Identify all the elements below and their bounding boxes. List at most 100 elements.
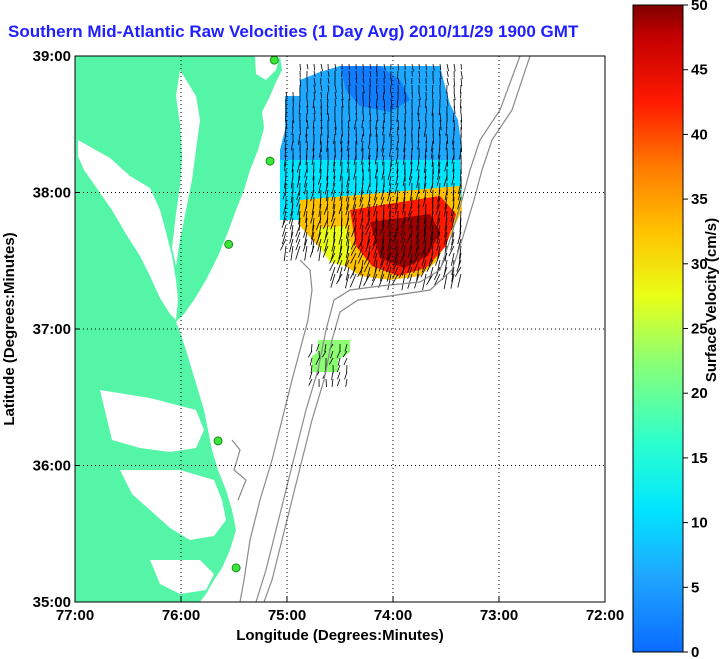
velocity-arrow xyxy=(345,245,350,259)
velocity-arrow xyxy=(318,224,322,239)
velocity-arrow xyxy=(297,133,301,145)
velocity-arrow xyxy=(291,119,294,128)
velocity-arrow xyxy=(428,238,434,253)
velocity-arrow xyxy=(374,168,378,179)
velocity-arrow xyxy=(437,161,441,174)
velocity-arrow xyxy=(324,182,329,195)
velocity-arrow xyxy=(313,63,316,71)
velocity-arrow xyxy=(444,217,448,231)
velocity-arrow xyxy=(431,91,434,99)
velocity-arrow xyxy=(366,266,371,281)
velocity-arrow xyxy=(289,238,294,253)
velocity-arrow xyxy=(379,224,385,235)
velocity-arrow xyxy=(443,175,448,187)
velocity-arrow xyxy=(320,112,323,122)
velocity-arrow xyxy=(295,224,301,237)
station-markers xyxy=(213,55,279,573)
velocity-arrow xyxy=(452,182,455,196)
velocity-arrow xyxy=(296,189,301,201)
velocity-field xyxy=(280,63,463,388)
y-tick-label: 36:00 xyxy=(33,458,71,475)
velocity-arrow xyxy=(348,77,351,86)
velocity-arrow xyxy=(310,364,313,373)
velocity-arrow xyxy=(424,189,427,201)
velocity-arrow xyxy=(305,126,308,138)
velocity-arrow xyxy=(311,203,315,216)
velocity-arrow xyxy=(446,77,449,86)
velocity-arrow xyxy=(362,77,365,84)
velocity-arrow xyxy=(326,210,329,225)
velocity-arrow xyxy=(387,168,392,181)
velocity-arrow xyxy=(340,196,343,211)
velocity-arrow xyxy=(310,231,315,245)
velocity-arrow xyxy=(387,238,392,251)
velocity-arrow xyxy=(305,210,308,223)
velocity-arrow xyxy=(319,161,322,173)
velocity-arrow xyxy=(446,70,449,77)
station-marker xyxy=(224,239,234,249)
velocity-arrow xyxy=(345,217,350,229)
velocity-arrow xyxy=(289,217,294,230)
velocity-arrow xyxy=(411,63,414,72)
station-marker xyxy=(269,55,279,65)
velocity-arrow xyxy=(416,161,420,172)
velocity-arrow xyxy=(349,266,357,279)
velocity-arrow xyxy=(342,350,348,358)
velocity-arrow xyxy=(333,133,336,145)
velocity-arrow xyxy=(345,203,350,216)
velocity-arrow xyxy=(426,273,434,286)
velocity-arrow xyxy=(298,105,301,114)
velocity-arrow xyxy=(311,154,315,166)
velocity-arrow xyxy=(446,98,449,106)
velocity-arrow xyxy=(396,126,399,135)
velocity-arrow xyxy=(312,126,315,135)
velocity-arrow xyxy=(367,245,371,260)
velocity-arrow xyxy=(390,91,393,99)
velocity-arrow xyxy=(353,168,357,180)
velocity-arrow xyxy=(344,371,348,380)
velocity-arrow xyxy=(303,182,308,195)
velocity-arrow xyxy=(359,196,364,207)
velocity-arrow xyxy=(315,231,322,245)
velocity-arrow xyxy=(436,238,441,251)
colorbar-tick-label: 40 xyxy=(691,126,708,143)
velocity-arrow xyxy=(353,154,357,166)
velocity-arrow xyxy=(355,70,358,79)
velocity-arrow xyxy=(369,70,372,77)
velocity-arrow xyxy=(424,217,427,233)
velocity-arrow xyxy=(375,98,378,108)
colorbar-tick-label: 10 xyxy=(691,515,708,532)
velocity-arrow xyxy=(313,91,316,100)
velocity-arrow xyxy=(288,210,294,224)
velocity-arrow xyxy=(417,105,420,116)
velocity-arrow xyxy=(394,224,399,238)
velocity-arrow xyxy=(459,245,462,260)
velocity-arrow xyxy=(317,238,322,252)
velocity-arrow xyxy=(397,63,400,71)
velocity-arrow xyxy=(416,175,420,189)
x-tick-label: 75:00 xyxy=(268,607,306,624)
velocity-arrow xyxy=(281,224,287,237)
velocity-arrow xyxy=(378,259,385,272)
velocity-arrow xyxy=(431,154,434,167)
velocity-arrow xyxy=(436,217,441,230)
velocity-arrow xyxy=(354,217,357,233)
velocity-arrow xyxy=(390,84,392,93)
velocity-arrow xyxy=(323,231,329,244)
velocity-arrow xyxy=(450,203,455,217)
velocity-arrow xyxy=(327,84,330,92)
velocity-arrow xyxy=(407,266,413,279)
velocity-arrow xyxy=(346,175,350,188)
velocity-arrow xyxy=(306,84,309,92)
velocity-arrow xyxy=(321,350,327,358)
velocity-arrow xyxy=(444,224,448,238)
velocity-arrow xyxy=(306,119,309,129)
velocity-arrow xyxy=(387,196,392,209)
velocity-arrow xyxy=(417,112,420,121)
velocity-arrow xyxy=(355,133,358,145)
velocity-arrow xyxy=(410,154,413,165)
velocity-arrow xyxy=(292,112,294,124)
velocity-arrow xyxy=(382,210,385,226)
velocity-arrow xyxy=(298,210,301,225)
